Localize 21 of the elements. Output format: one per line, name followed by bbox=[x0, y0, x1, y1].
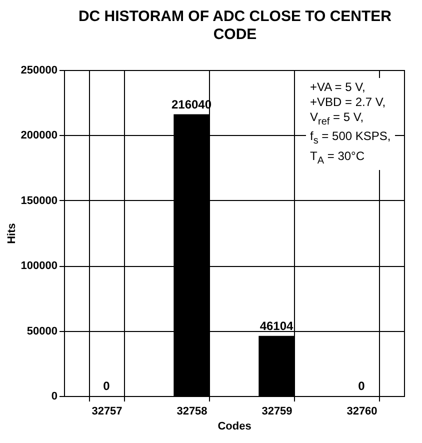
x-axis-title: Codes bbox=[218, 420, 252, 432]
annotation: V$_{ref}$ = 5 V, bbox=[310, 110, 364, 128]
data-label: 0 bbox=[103, 379, 110, 393]
x-tick-label: 32758 bbox=[176, 406, 208, 418]
data-label: 46104 bbox=[260, 318, 294, 333]
y-axis-title: Hits bbox=[6, 223, 18, 244]
chart-title: DC HISTORAM OF ADC CLOSE TO CENTER CODE bbox=[77, 8, 393, 44]
y-tick-label: 200000 bbox=[20, 130, 58, 142]
x-tick-label: 32759 bbox=[262, 406, 292, 418]
y-tick-label: 150000 bbox=[20, 194, 58, 207]
annotation: +VA = 5 V, bbox=[310, 80, 366, 94]
annotation: T$_{A}$ = 30°C bbox=[310, 148, 365, 166]
annotation: +VBD = 2.7 V, bbox=[310, 95, 386, 109]
y-tick-label: 50000 bbox=[26, 325, 58, 338]
y-tick-label: 0 bbox=[51, 390, 58, 402]
y-tick-label: 250000 bbox=[20, 64, 58, 76]
x-tick-label: 32760 bbox=[346, 406, 378, 418]
x-tick-label: 32757 bbox=[92, 406, 122, 418]
annotation: f$_{s}$ = 500 KSPS, bbox=[310, 129, 391, 147]
y-tick-label: 100000 bbox=[20, 260, 58, 272]
data-label: 0 bbox=[358, 379, 366, 393]
